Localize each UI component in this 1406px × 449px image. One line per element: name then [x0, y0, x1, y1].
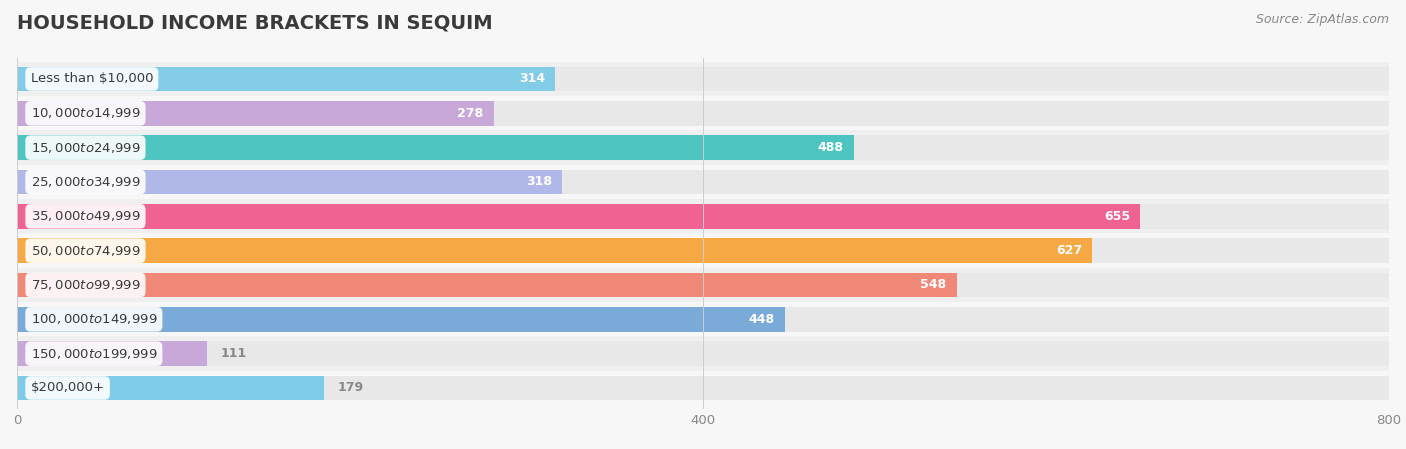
Text: $15,000 to $24,999: $15,000 to $24,999: [31, 141, 141, 154]
Text: 448: 448: [749, 313, 775, 326]
Bar: [17, 268, 1389, 302]
Text: $150,000 to $199,999: $150,000 to $199,999: [31, 347, 157, 361]
Bar: [17, 204, 1140, 229]
Text: $10,000 to $14,999: $10,000 to $14,999: [31, 106, 141, 120]
Text: $25,000 to $34,999: $25,000 to $34,999: [31, 175, 141, 189]
Bar: [17, 233, 1389, 268]
Bar: [17, 376, 1389, 401]
Bar: [17, 238, 1389, 263]
Text: 318: 318: [526, 176, 553, 189]
Text: 314: 314: [519, 72, 546, 85]
Text: $75,000 to $99,999: $75,000 to $99,999: [31, 278, 141, 292]
Bar: [17, 341, 1389, 366]
Bar: [17, 376, 323, 401]
Text: $200,000+: $200,000+: [31, 382, 104, 395]
Bar: [17, 170, 1389, 194]
Text: Source: ZipAtlas.com: Source: ZipAtlas.com: [1256, 13, 1389, 26]
Bar: [17, 170, 562, 194]
Text: 111: 111: [221, 347, 247, 360]
Bar: [17, 371, 1389, 405]
Text: $100,000 to $149,999: $100,000 to $149,999: [31, 313, 157, 326]
Text: 179: 179: [337, 382, 364, 395]
Bar: [17, 101, 494, 126]
Text: $35,000 to $49,999: $35,000 to $49,999: [31, 209, 141, 223]
Bar: [17, 307, 1389, 332]
Bar: [17, 307, 786, 332]
Text: 488: 488: [818, 141, 844, 154]
Bar: [17, 135, 853, 160]
Bar: [17, 336, 1389, 371]
Text: 548: 548: [921, 278, 946, 291]
Bar: [17, 238, 1092, 263]
Text: 278: 278: [457, 107, 484, 120]
Bar: [17, 273, 1389, 297]
Bar: [17, 131, 1389, 165]
Bar: [17, 165, 1389, 199]
Bar: [17, 62, 1389, 96]
Bar: [17, 66, 1389, 91]
Bar: [17, 101, 1389, 126]
Bar: [17, 96, 1389, 131]
Bar: [17, 204, 1389, 229]
Bar: [17, 341, 207, 366]
Text: 627: 627: [1056, 244, 1083, 257]
Text: $50,000 to $74,999: $50,000 to $74,999: [31, 244, 141, 258]
Bar: [17, 66, 555, 91]
Text: 655: 655: [1104, 210, 1130, 223]
Bar: [17, 302, 1389, 336]
Text: HOUSEHOLD INCOME BRACKETS IN SEQUIM: HOUSEHOLD INCOME BRACKETS IN SEQUIM: [17, 13, 492, 32]
Bar: [17, 135, 1389, 160]
Bar: [17, 273, 957, 297]
Text: Less than $10,000: Less than $10,000: [31, 72, 153, 85]
Bar: [17, 199, 1389, 233]
